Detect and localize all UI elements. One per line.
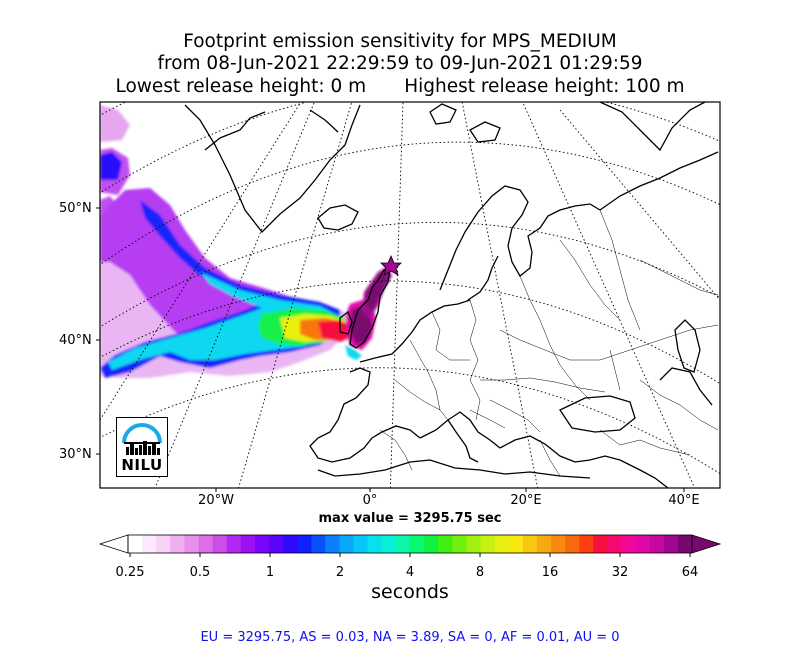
nilu-logo: NILU xyxy=(116,417,168,477)
lon-label-20w: 20°W xyxy=(198,493,234,508)
colorbar-cell xyxy=(551,535,566,553)
colorbar-cell xyxy=(536,535,552,553)
colorbar-cell xyxy=(607,535,622,553)
colorbar-cell xyxy=(325,535,340,553)
sensitivity-plume xyxy=(100,105,392,378)
country-borders xyxy=(379,209,719,477)
title-line-2: from 08-Jun-2021 22:29:59 to 09-Jun-2021… xyxy=(157,53,643,74)
colorbar-cell xyxy=(142,535,157,553)
lon-label-0: 0° xyxy=(362,493,378,508)
colorbar-cell xyxy=(480,535,495,553)
colorbar-cell xyxy=(339,535,354,553)
colorbar-cells xyxy=(128,535,693,553)
colorbar-cell xyxy=(367,535,383,553)
colorbar-cell xyxy=(663,535,679,553)
colorbar-cell xyxy=(649,535,665,553)
colorbar-cell xyxy=(452,535,467,553)
colorbar-max-extend xyxy=(691,534,722,554)
colorbar-cell xyxy=(424,535,439,553)
colorbar-cell xyxy=(621,535,636,553)
graticule xyxy=(100,102,720,488)
colorbar-cell xyxy=(635,535,651,553)
colorbar-cell xyxy=(269,535,284,553)
colorbar-cell xyxy=(212,535,228,553)
release-location-star xyxy=(380,254,402,276)
colorbar-min-extend xyxy=(98,534,129,554)
colorbar-cell xyxy=(170,535,185,553)
lowest-release-height: Lowest release height: 0 m xyxy=(115,76,367,97)
colorbar-cell xyxy=(184,535,199,553)
colorbar-cell xyxy=(494,535,510,553)
colorbar-cell xyxy=(353,535,369,553)
lon-label-20e: 20°E xyxy=(510,493,542,508)
colorbar-cell xyxy=(522,535,538,553)
colorbar-tick-label: 64 xyxy=(681,565,699,580)
colorbar-tick-label: 8 xyxy=(475,565,485,580)
colorbar-unit: seconds xyxy=(371,581,449,603)
colorbar-tick-label: 16 xyxy=(541,565,559,580)
region-statistics: EU = 3295.75, AS = 0.03, NA = 3.89, SA =… xyxy=(200,630,620,645)
colorbar-tick-marks xyxy=(129,553,691,557)
colorbar-cell xyxy=(297,535,312,553)
colorbar-cell xyxy=(156,535,171,553)
colorbar-cell xyxy=(240,535,256,553)
colorbar-cell xyxy=(438,535,453,553)
lat-label-50n: 50°N xyxy=(59,201,92,216)
colorbar-tick-label: 32 xyxy=(611,565,629,580)
axis-ticks xyxy=(96,207,685,492)
nilu-logo-text: NILU xyxy=(121,456,163,474)
colorbar-tick-label: 2 xyxy=(335,565,345,580)
colorbar-cell xyxy=(381,535,397,553)
colorbar-cell xyxy=(395,535,411,553)
colorbar-cell xyxy=(410,535,425,553)
lat-label-30n: 30°N xyxy=(59,447,92,462)
colorbar-cell xyxy=(198,535,213,553)
colorbar-tick-label: 0.5 xyxy=(189,565,211,580)
title-line-3: Lowest release height: 0 m Highest releas… xyxy=(0,76,800,98)
colorbar-cell xyxy=(226,535,242,553)
coastlines xyxy=(184,102,719,488)
colorbar-cell xyxy=(254,535,270,553)
nilu-logo-icon xyxy=(122,423,162,455)
colorbar-tick-label: 4 xyxy=(405,565,415,580)
colorbar-cell xyxy=(283,535,298,553)
title-line-1: Footprint emission sensitivity for MPS_M… xyxy=(183,31,617,52)
colorbar-cell xyxy=(565,535,580,553)
map-frame xyxy=(99,101,721,489)
colorbar-cell xyxy=(579,535,594,553)
colorbar-cell xyxy=(466,535,481,553)
colorbar-cell xyxy=(508,535,524,553)
lon-label-40e: 40°E xyxy=(668,493,700,508)
colorbar-cell xyxy=(593,535,608,553)
colorbar-tick-label: 1 xyxy=(265,565,275,580)
colorbar-cell xyxy=(128,535,143,553)
colorbar-cell xyxy=(311,535,326,553)
max-value-label: max value = 3295.75 sec xyxy=(318,511,502,526)
colorbar-cell xyxy=(677,535,693,553)
colorbar-tick-label: 0.25 xyxy=(115,565,145,580)
highest-release-height: Highest release height: 100 m xyxy=(404,76,685,97)
lat-label-40n: 40°N xyxy=(59,333,92,348)
